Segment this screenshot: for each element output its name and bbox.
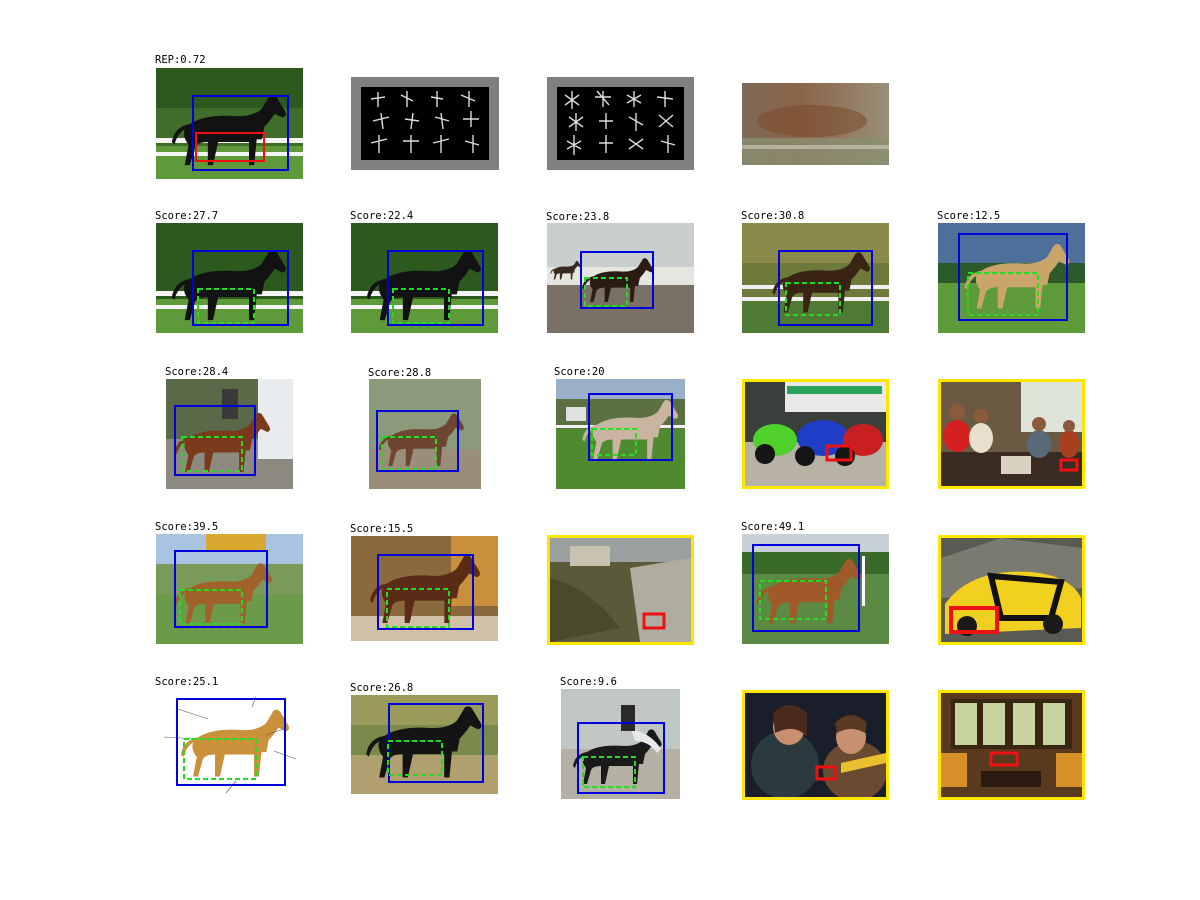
hog-template-image: [351, 77, 499, 170]
score-label: Score:15.5: [350, 523, 414, 535]
score-label: Score:49.1: [741, 521, 805, 533]
score-label: Score:22.4: [350, 210, 414, 222]
score-label: Score:20: [554, 366, 605, 378]
false-positive-motorcycle-photo: [742, 379, 889, 489]
average-horse-image: [742, 83, 889, 165]
false-positive-people-photo: [938, 379, 1085, 489]
false-positive-room-photo: [938, 690, 1085, 800]
score-label: Score:25.1: [155, 676, 219, 688]
score-label: Score:30.8: [741, 210, 805, 222]
score-label: Score:27.7: [155, 210, 219, 222]
score-label: Score:26.8: [350, 682, 414, 694]
score-label: Score:23.8: [546, 211, 610, 223]
false-positive-wall-photo: [547, 535, 694, 645]
false-positive-car-photo: [938, 535, 1085, 645]
detection-horse-photo: [547, 223, 694, 333]
detection-horse-photo: [351, 536, 498, 641]
detection-horse-photo: [351, 695, 498, 794]
detection-horse-photo: [742, 534, 889, 644]
detection-horse-photo: [742, 223, 889, 333]
detection-horse-photo: [156, 534, 303, 644]
detection-horse-photo: [369, 379, 481, 489]
detection-horse-photo: [351, 223, 498, 333]
score-label: Score:12.5: [937, 210, 1001, 222]
detection-horse-photo: [561, 689, 680, 799]
detection-horse-photo: [556, 379, 685, 489]
hog-template-image-2: [547, 77, 694, 170]
query-horse-photo: [156, 68, 303, 179]
detection-horse-photo: [156, 223, 303, 333]
score-label: Score:28.4: [165, 366, 229, 378]
detection-horse-photo: [166, 379, 293, 489]
detection-horse-diagram: [156, 689, 303, 799]
false-positive-people-photo: [742, 690, 889, 800]
score-label: Score:28.8: [368, 367, 432, 379]
score-label: Score:9.6: [560, 676, 617, 688]
detection-horse-photo: [938, 223, 1085, 333]
rep-score-label: REP:0.72: [155, 54, 206, 66]
score-label: Score:39.5: [155, 521, 219, 533]
